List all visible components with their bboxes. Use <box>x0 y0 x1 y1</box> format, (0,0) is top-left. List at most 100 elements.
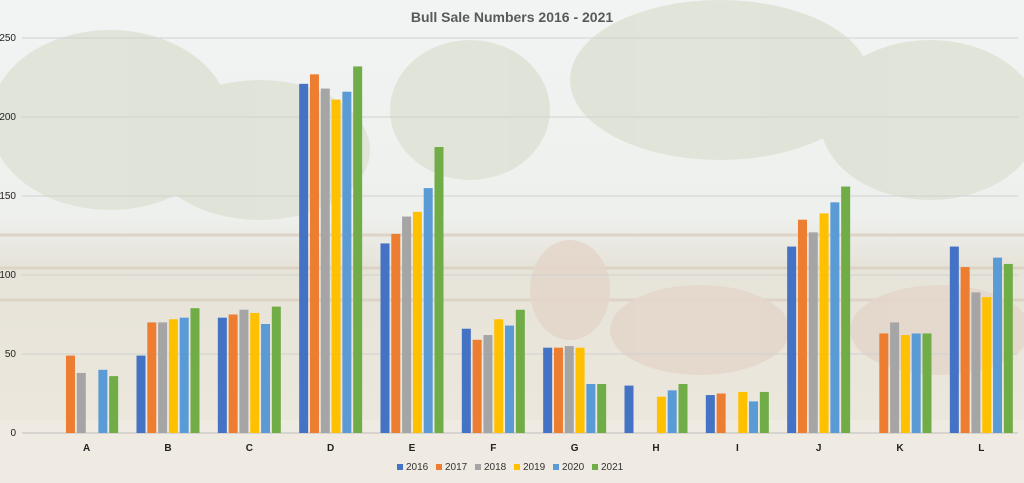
bar-G-2021 <box>597 384 607 433</box>
background-fence <box>0 233 1024 302</box>
bar-F-2018 <box>483 335 493 433</box>
x-tick-label: E <box>409 443 416 454</box>
legend-swatch-2019 <box>514 464 520 470</box>
bar-A-2021 <box>109 376 119 433</box>
bar-L-2016 <box>949 246 959 433</box>
bar-D-2017 <box>309 74 319 433</box>
bar-K-2020 <box>911 333 921 433</box>
bar-E-2019 <box>412 211 422 433</box>
legend-swatch-2018 <box>475 464 481 470</box>
bar-J-2017 <box>797 219 807 433</box>
bar-G-2018 <box>564 346 574 433</box>
bar-G-2020 <box>586 384 596 433</box>
bar-D-2021 <box>353 66 363 433</box>
y-axis: 0 50 100 150 200 250 <box>0 33 16 439</box>
y-tick-label: 0 <box>10 428 16 439</box>
bar-A-2017 <box>65 355 75 433</box>
bar-A-2018 <box>76 372 86 433</box>
x-tick-label: G <box>571 443 579 454</box>
x-tick-label: K <box>896 443 904 454</box>
legend-label-2021: 2021 <box>601 462 624 473</box>
bar-E-2021 <box>434 147 444 433</box>
x-tick-label: C <box>246 443 253 454</box>
bar-I-2021 <box>759 391 769 433</box>
legend-label-2018: 2018 <box>484 462 507 473</box>
bar-E-2017 <box>391 233 401 433</box>
bar-D-2016 <box>299 83 309 433</box>
bar-B-2017 <box>147 322 157 433</box>
x-axis: A B C D E F G H I J K L <box>83 443 984 454</box>
x-tick-label: F <box>490 443 496 454</box>
bar-I-2020 <box>749 401 759 433</box>
bar-F-2021 <box>515 309 525 433</box>
bar-H-2021 <box>678 384 688 433</box>
bar-D-2020 <box>342 91 352 433</box>
bar-C-2019 <box>250 312 260 433</box>
y-tick-label: 100 <box>0 270 16 281</box>
bar-K-2021 <box>922 333 932 433</box>
bar-L-2021 <box>1003 263 1013 433</box>
bar-B-2016 <box>136 355 146 433</box>
legend: 2016 2017 2018 2019 2020 2021 <box>397 462 624 473</box>
bar-A-2020 <box>98 369 108 433</box>
x-tick-label: B <box>164 443 171 454</box>
bar-I-2019 <box>738 391 748 433</box>
legend-label-2016: 2016 <box>406 462 429 473</box>
legend-swatch-2020 <box>553 464 559 470</box>
bar-E-2018 <box>402 216 412 433</box>
bar-B-2020 <box>179 317 189 433</box>
bar-G-2017 <box>553 347 563 433</box>
bar-B-2018 <box>158 322 168 433</box>
bar-F-2016 <box>461 328 471 433</box>
bar-L-2020 <box>993 257 1003 433</box>
bar-F-2019 <box>494 319 504 433</box>
chart-title: Bull Sale Numbers 2016 - 2021 <box>411 9 614 25</box>
bar-C-2016 <box>217 317 227 433</box>
bar-G-2016 <box>543 347 553 433</box>
legend-swatch-2021 <box>592 464 598 470</box>
x-tick-label: D <box>327 443 334 454</box>
bar-F-2020 <box>505 325 515 433</box>
bar-C-2020 <box>261 323 271 433</box>
legend-label-2019: 2019 <box>523 462 546 473</box>
bar-I-2017 <box>716 393 726 433</box>
legend-label-2017: 2017 <box>445 462 468 473</box>
y-tick-label: 250 <box>0 33 16 44</box>
bar-D-2019 <box>331 99 341 434</box>
bar-L-2017 <box>960 267 970 433</box>
bar-G-2019 <box>575 347 585 433</box>
bar-E-2020 <box>423 188 433 433</box>
bar-D-2018 <box>320 88 330 433</box>
y-tick-label: 200 <box>0 112 16 123</box>
bar-E-2016 <box>380 243 390 433</box>
bar-I-2016 <box>705 395 715 433</box>
bar-H-2019 <box>656 396 666 433</box>
bar-C-2021 <box>271 306 281 433</box>
bar-K-2019 <box>900 335 910 433</box>
y-tick-label: 50 <box>5 349 17 360</box>
legend-swatch-2016 <box>397 464 403 470</box>
x-tick-label: I <box>736 443 739 454</box>
bar-L-2019 <box>982 297 992 433</box>
x-tick-label: H <box>652 443 659 454</box>
legend-swatch-2017 <box>436 464 442 470</box>
bar-L-2018 <box>971 292 981 433</box>
bar-H-2016 <box>624 385 634 433</box>
background-cattle <box>530 240 1024 375</box>
bar-J-2020 <box>830 202 840 433</box>
bar-C-2017 <box>228 314 238 433</box>
y-tick-label: 150 <box>0 191 16 202</box>
bar-J-2021 <box>841 186 851 433</box>
bar-J-2019 <box>819 213 829 433</box>
bar-J-2016 <box>787 246 797 433</box>
bar-C-2018 <box>239 309 249 433</box>
bar-B-2019 <box>168 319 178 433</box>
x-tick-label: J <box>816 443 822 454</box>
bar-K-2018 <box>890 322 900 433</box>
bar-H-2020 <box>667 390 677 433</box>
bar-J-2018 <box>808 232 818 433</box>
bar-F-2017 <box>472 339 482 433</box>
x-tick-label: A <box>83 443 90 454</box>
bar-B-2021 <box>190 308 200 433</box>
